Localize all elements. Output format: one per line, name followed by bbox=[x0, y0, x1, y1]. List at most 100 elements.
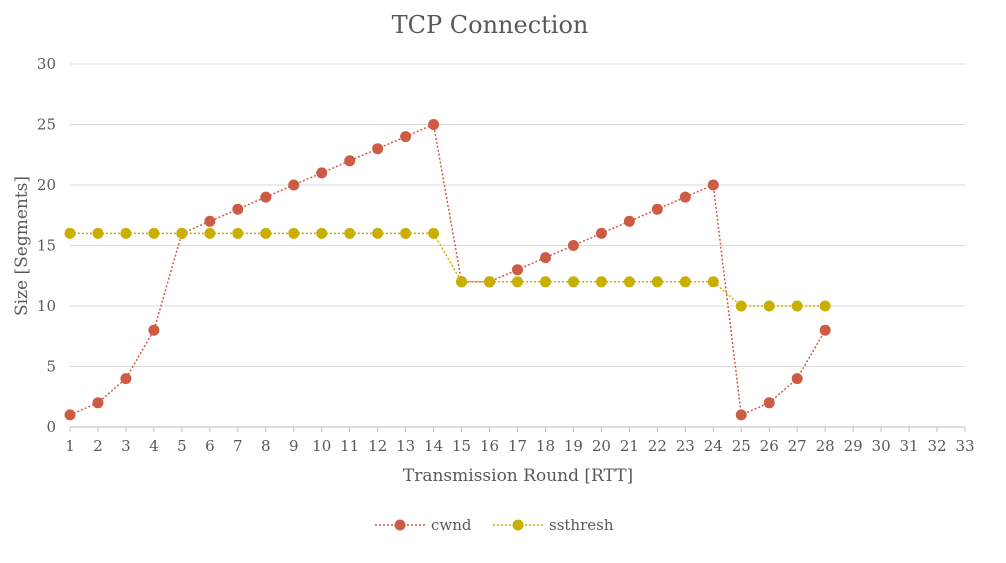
data-point-cwnd bbox=[92, 397, 104, 409]
x-tick-label: 20 bbox=[592, 437, 611, 455]
legend-label-ssthresh: ssthresh bbox=[549, 516, 614, 534]
series-ssthresh bbox=[64, 227, 831, 312]
x-tick-label: 11 bbox=[340, 437, 359, 455]
data-point-ssthresh bbox=[679, 276, 691, 288]
y-tick-label: 25 bbox=[37, 116, 56, 134]
x-tick-label: 15 bbox=[452, 437, 471, 455]
x-tick-label: 28 bbox=[816, 437, 835, 455]
legend-marker-ssthresh bbox=[512, 519, 524, 531]
data-point-ssthresh bbox=[819, 300, 831, 312]
data-point-ssthresh bbox=[456, 276, 468, 288]
x-tick-label: 22 bbox=[648, 437, 667, 455]
x-tick-label: 1 bbox=[65, 437, 75, 455]
data-point-ssthresh bbox=[595, 276, 607, 288]
y-tick-label: 0 bbox=[46, 418, 56, 436]
x-tick-label: 24 bbox=[704, 437, 723, 455]
data-point-cwnd bbox=[120, 373, 132, 385]
x-tick-label: 25 bbox=[732, 437, 751, 455]
x-tick-label: 12 bbox=[368, 437, 387, 455]
data-point-cwnd bbox=[512, 264, 523, 276]
data-point-cwnd bbox=[651, 203, 663, 215]
x-tick-label: 21 bbox=[620, 437, 639, 455]
data-point-ssthresh bbox=[148, 227, 160, 239]
x-tick-label: 6 bbox=[205, 437, 215, 455]
x-tick-label: 33 bbox=[955, 437, 974, 455]
data-point-cwnd bbox=[372, 143, 384, 155]
series-line-cwnd bbox=[69, 123, 826, 416]
chart-title: TCP Connection bbox=[392, 11, 589, 39]
x-tick-label: 14 bbox=[424, 437, 443, 455]
x-tick-label: 16 bbox=[480, 437, 499, 455]
data-point-cwnd bbox=[288, 179, 300, 191]
x-tick-label: 17 bbox=[508, 437, 527, 455]
data-point-cwnd bbox=[344, 155, 356, 167]
x-tick-label: 10 bbox=[312, 437, 331, 455]
series-line-ssthresh bbox=[70, 232, 826, 307]
data-point-ssthresh bbox=[400, 227, 412, 239]
data-point-cwnd bbox=[595, 227, 607, 239]
series-cwnd bbox=[64, 119, 831, 421]
data-point-ssthresh bbox=[428, 227, 440, 239]
data-point-ssthresh bbox=[567, 276, 579, 288]
x-tick-label: 31 bbox=[900, 437, 919, 455]
data-point-ssthresh bbox=[372, 227, 384, 239]
data-point-ssthresh bbox=[651, 276, 663, 288]
data-point-cwnd bbox=[428, 119, 440, 130]
x-tick-label: 3 bbox=[121, 437, 131, 455]
x-tick-label: 9 bbox=[289, 437, 299, 455]
data-point-cwnd bbox=[260, 191, 272, 203]
x-tick-label: 18 bbox=[536, 437, 555, 455]
y-tick-label: 30 bbox=[37, 55, 56, 73]
x-tick-label: 26 bbox=[760, 437, 779, 455]
data-point-ssthresh bbox=[92, 227, 104, 239]
data-point-cwnd bbox=[316, 167, 328, 179]
data-point-cwnd bbox=[819, 324, 831, 336]
x-tick-label: 29 bbox=[844, 437, 863, 455]
data-point-cwnd bbox=[232, 203, 244, 215]
x-tick-label: 4 bbox=[149, 437, 159, 455]
x-tick-label: 23 bbox=[676, 437, 695, 455]
x-tick-label: 30 bbox=[872, 437, 891, 455]
data-point-cwnd bbox=[763, 397, 775, 409]
y-tick-label: 15 bbox=[37, 237, 56, 255]
x-tick-label: 32 bbox=[927, 437, 946, 455]
y-tick-label: 10 bbox=[37, 297, 56, 315]
legend-label-cwnd: cwnd bbox=[431, 516, 472, 534]
data-point-cwnd bbox=[707, 179, 719, 191]
data-point-ssthresh bbox=[512, 276, 523, 288]
data-point-cwnd bbox=[623, 215, 635, 227]
data-point-ssthresh bbox=[120, 227, 132, 239]
x-tick-label: 27 bbox=[788, 437, 807, 455]
data-point-ssthresh bbox=[204, 227, 216, 239]
data-point-ssthresh bbox=[791, 300, 803, 312]
data-point-cwnd bbox=[148, 324, 160, 336]
data-point-ssthresh bbox=[316, 227, 328, 239]
gridlines bbox=[70, 63, 965, 367]
legend: cwnd ssthresh bbox=[375, 516, 614, 534]
data-point-ssthresh bbox=[735, 300, 747, 312]
data-point-ssthresh bbox=[288, 227, 300, 239]
series-group bbox=[64, 119, 831, 421]
data-point-ssthresh bbox=[344, 227, 356, 239]
y-tick-label: 5 bbox=[46, 358, 56, 376]
data-point-cwnd bbox=[735, 409, 747, 421]
data-point-cwnd bbox=[539, 252, 551, 264]
x-tick-label: 5 bbox=[177, 437, 187, 455]
x-axis-title: Transmission Round [RTT] bbox=[403, 466, 633, 486]
data-point-ssthresh bbox=[64, 227, 76, 239]
data-point-cwnd bbox=[204, 215, 216, 227]
data-point-ssthresh bbox=[539, 276, 551, 288]
x-tick-label: 19 bbox=[564, 437, 583, 455]
data-point-cwnd bbox=[679, 191, 691, 203]
data-point-ssthresh bbox=[763, 300, 775, 312]
y-axis-title: Size [Segments] bbox=[12, 176, 32, 316]
data-point-cwnd bbox=[567, 240, 579, 251]
legend-item-cwnd: cwnd bbox=[375, 516, 472, 534]
x-tick-label: 2 bbox=[93, 437, 103, 455]
legend-item-ssthresh: ssthresh bbox=[493, 516, 614, 534]
x-tick-label: 8 bbox=[261, 437, 271, 455]
data-point-ssthresh bbox=[707, 276, 719, 288]
